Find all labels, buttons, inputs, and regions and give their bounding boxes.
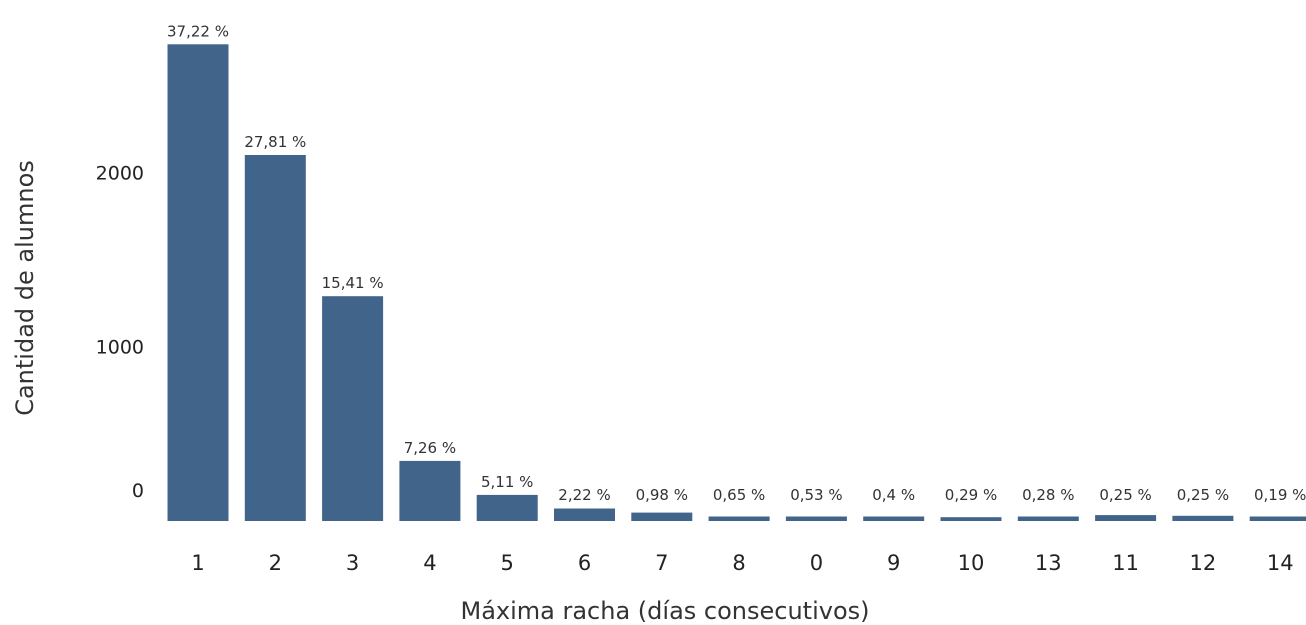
bar-12	[1172, 515, 1234, 521]
bar-2	[244, 155, 306, 521]
y-axis-title: Cantidad de alumnos	[11, 160, 39, 416]
data-label-10: 0,29 %	[945, 486, 997, 504]
bar-3	[322, 296, 384, 521]
data-label-1: 37,22 %	[167, 22, 229, 40]
data-label-8: 0,65 %	[713, 486, 765, 504]
x-tick-label-8: 8	[732, 551, 745, 575]
y-tick-label-2000: 2000	[96, 162, 144, 184]
bar-10	[940, 517, 1002, 521]
data-label-2: 27,81 %	[244, 133, 306, 151]
y-axis-ticks: 0 1000 2000	[96, 162, 144, 502]
data-label-11: 0,25 %	[1099, 486, 1151, 504]
data-labels: 37,22 % 27,81 % 15,41 % 7,26 % 5,11 % 2,22 % 0…	[167, 22, 1306, 504]
x-tick-label-9: 9	[887, 551, 900, 575]
x-tick-label-14: 14	[1267, 551, 1294, 575]
x-tick-label-11: 11	[1112, 551, 1139, 575]
x-tick-label-0: 0	[810, 551, 823, 575]
x-tick-label-4: 4	[423, 551, 436, 575]
bars	[167, 44, 1306, 522]
x-tick-label-5: 5	[501, 551, 514, 575]
x-tick-label-10: 10	[958, 551, 985, 575]
bar-5	[476, 494, 538, 521]
bar-4	[399, 460, 461, 521]
data-label-5: 5,11 %	[481, 473, 533, 491]
data-label-9: 0,4 %	[872, 486, 915, 504]
x-tick-label-1: 1	[191, 551, 204, 575]
bar-0	[785, 516, 847, 521]
data-label-13: 0,28 %	[1022, 486, 1074, 504]
x-tick-label-3: 3	[346, 551, 359, 575]
data-label-6: 2,22 %	[558, 486, 610, 504]
bar-9	[863, 516, 925, 521]
bar-11	[1095, 515, 1157, 521]
data-label-7: 0,98 %	[636, 486, 688, 504]
x-tick-label-6: 6	[578, 551, 591, 575]
bar-8	[708, 516, 770, 521]
data-label-3: 15,41 %	[322, 274, 384, 292]
data-label-12: 0,25 %	[1177, 486, 1229, 504]
bar-7	[631, 512, 693, 521]
x-tick-label-2: 2	[269, 551, 282, 575]
data-label-4: 7,26 %	[404, 439, 456, 457]
bar-1	[167, 44, 229, 522]
x-tick-label-13: 13	[1035, 551, 1062, 575]
bar-13	[1017, 516, 1079, 521]
x-tick-label-7: 7	[655, 551, 668, 575]
x-axis-ticks: 1 2 3 4 5 6 7 8 0 9 10 13 11 12 14	[191, 551, 1293, 575]
bar-6	[554, 508, 615, 521]
x-tick-label-12: 12	[1190, 551, 1217, 575]
bar-14	[1249, 516, 1306, 521]
y-tick-label-0: 0	[132, 480, 144, 502]
data-label-0: 0,53 %	[790, 486, 842, 504]
data-label-14: 0,19 %	[1254, 486, 1306, 504]
y-tick-label-1000: 1000	[96, 337, 144, 359]
x-axis-title: Máxima racha (días consecutivos)	[460, 597, 869, 625]
